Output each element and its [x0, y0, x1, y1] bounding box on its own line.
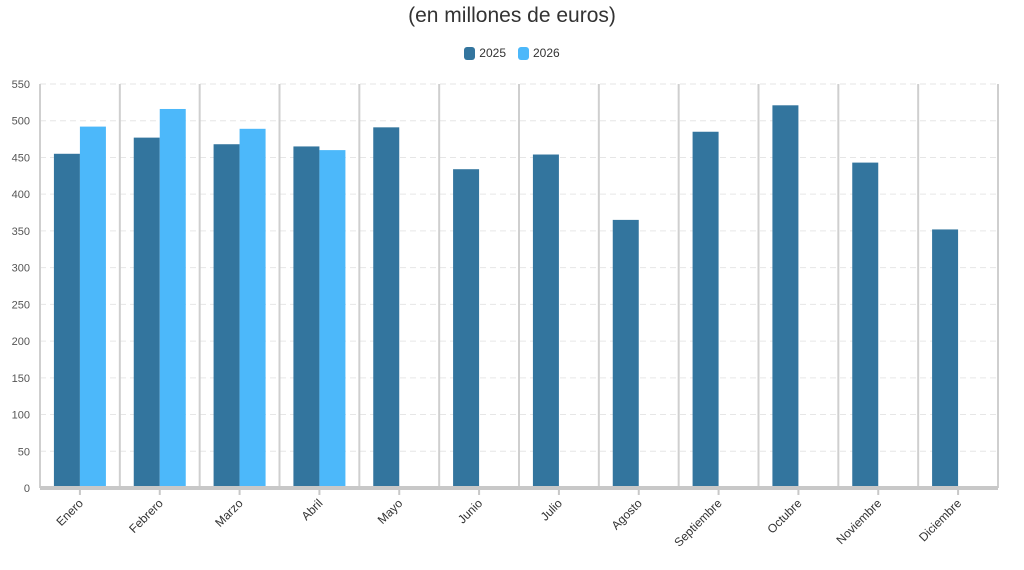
y-tick-label: 350 [12, 226, 30, 238]
bar-2025-octubre [772, 105, 799, 488]
bar-2025-enero [53, 153, 80, 489]
y-tick-label: 400 [12, 189, 30, 201]
bar-2025-mayo [373, 127, 400, 488]
legend-item-2025[interactable]: 2025 [464, 46, 506, 60]
x-tick-label-febrero: Febrero [126, 496, 166, 536]
x-tick-label-noviembre: Noviembre [833, 496, 884, 547]
bar-2025-julio [532, 154, 559, 488]
y-tick-label: 500 [12, 116, 30, 128]
bar-2025-marzo [213, 144, 240, 488]
bar-2026-marzo [239, 128, 266, 489]
x-tick-label-enero: Enero [53, 496, 86, 529]
x-tick-label-julio: Julio [538, 496, 566, 524]
y-tick-label: 0 [24, 483, 30, 495]
bar-2025-junio [453, 169, 480, 488]
x-tick-label-agosto: Agosto [609, 496, 646, 533]
y-tick-label: 50 [18, 446, 30, 458]
y-tick-label: 200 [12, 336, 30, 348]
y-tick-label: 150 [12, 373, 30, 385]
y-tick-label: 250 [12, 299, 30, 311]
y-tick-label: 450 [12, 152, 30, 164]
legend-swatch-2025 [464, 46, 476, 60]
bar-2025-abril [293, 146, 320, 488]
x-tick-label-marzo: Marzo [212, 496, 246, 530]
y-tick-label: 550 [12, 79, 30, 91]
legend-label-2025: 2025 [479, 46, 506, 60]
legend-item-2026[interactable]: 2026 [518, 46, 560, 60]
bar-2025-febrero [133, 137, 160, 488]
bar-2026-enero [79, 126, 106, 488]
bar-2025-agosto [612, 219, 639, 488]
legend-swatch-2026 [518, 46, 529, 60]
y-tick-label: 100 [12, 410, 30, 422]
x-tick-label-junio: Junio [455, 496, 485, 526]
bar-2026-abril [319, 150, 346, 489]
bar-2025-septiembre [692, 131, 719, 488]
bar-2025-diciembre [932, 229, 959, 488]
x-tick-label-abril: Abril [299, 496, 326, 523]
chart-legend: 2025 2026 [0, 46, 1024, 60]
x-tick-label-mayo: Mayo [375, 496, 406, 527]
grid-layer [39, 83, 999, 488]
bar-layer [53, 105, 959, 489]
bar-2025-noviembre [852, 162, 879, 488]
y-tick-label: 300 [12, 263, 30, 275]
x-tick-label-septiembre: Septiembre [671, 496, 725, 550]
bar-2026-febrero [159, 108, 186, 488]
chart-subtitle: (en millones de euros) [408, 4, 616, 27]
x-tick-label-octubre: Octubre [764, 496, 804, 536]
x-tick-label-diciembre: Diciembre [916, 496, 964, 544]
legend-label-2026: 2026 [533, 46, 560, 60]
